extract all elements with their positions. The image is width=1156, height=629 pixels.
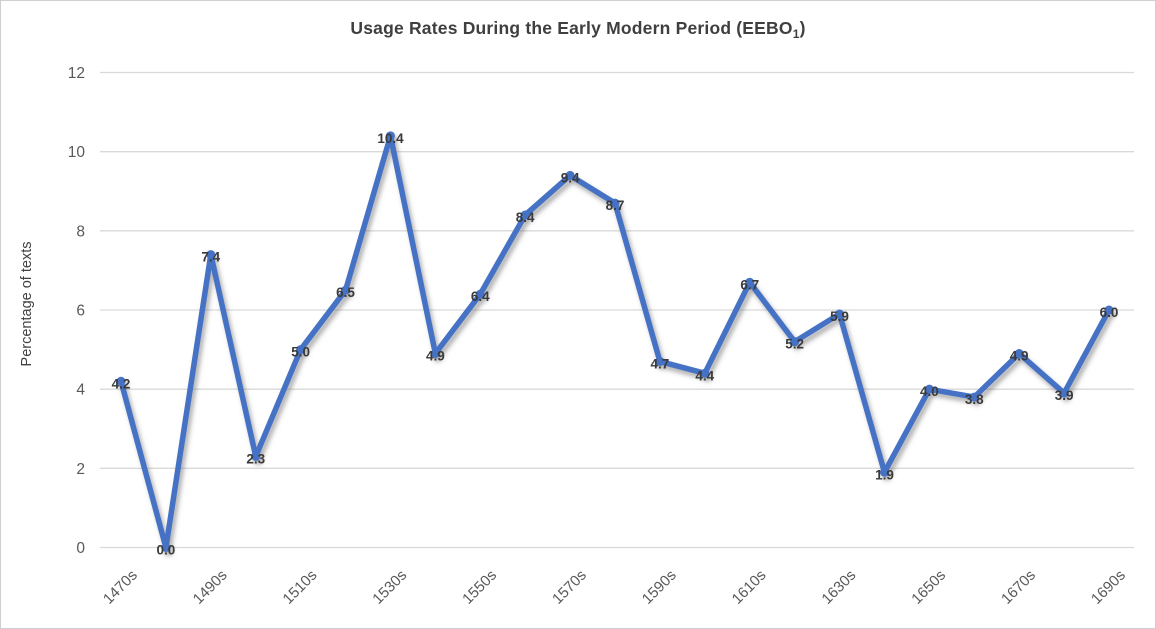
chart-title-close: ) [799, 18, 806, 38]
data-point-label: 4.7 [651, 356, 670, 371]
data-point-marker [251, 451, 261, 461]
data-point-marker [924, 384, 934, 394]
data-point-label: 3.9 [1055, 388, 1074, 403]
data-point-marker [835, 309, 845, 319]
x-tick-label: 1690s [1088, 567, 1129, 608]
y-tick-label: 2 [76, 461, 85, 478]
data-point-marker [116, 376, 126, 386]
data-point-label: 6.4 [471, 289, 490, 304]
x-tick-label: 1650s [908, 567, 949, 608]
data-point-marker [1059, 388, 1069, 398]
data-point-label: 10.4 [377, 131, 404, 146]
x-tick-label: 1590s [639, 567, 680, 608]
x-tick-label: 1490s [190, 567, 231, 608]
data-point-label: 8.7 [606, 198, 625, 213]
data-point-label: 6.5 [336, 285, 355, 300]
data-point-marker [700, 368, 710, 378]
data-point-marker [206, 250, 216, 260]
data-point-label: 4.9 [426, 349, 445, 364]
data-point-marker [1014, 349, 1024, 359]
data-point-label: 3.8 [965, 392, 984, 407]
y-tick-label: 6 [76, 303, 85, 320]
x-tick-label: 1470s [100, 567, 141, 608]
data-point-marker [296, 345, 306, 355]
x-tick-label: 1570s [549, 567, 590, 608]
data-point-marker [790, 337, 800, 347]
data-point-marker [161, 543, 171, 552]
data-point-marker [969, 392, 979, 402]
data-point-label: 9.4 [561, 170, 580, 185]
data-point-marker [430, 349, 440, 359]
x-tick-label: 1610s [729, 567, 770, 608]
y-tick-label: 8 [76, 223, 85, 240]
data-point-label: 4.4 [695, 368, 714, 383]
data-point-label: 7.4 [201, 250, 220, 265]
x-tick-label: 1630s [818, 567, 859, 608]
y-tick-label: 12 [68, 65, 85, 82]
data-point-label: 1.9 [875, 467, 894, 482]
data-point-marker [879, 467, 889, 477]
y-tick-label: 10 [68, 144, 86, 161]
x-tick-label: 1550s [459, 567, 500, 608]
data-point-marker [565, 170, 575, 180]
x-tick-label: 1670s [998, 567, 1039, 608]
data-point-label: 0.0 [157, 543, 176, 558]
data-point-marker [1104, 305, 1114, 315]
data-point-label: 8.4 [516, 210, 535, 225]
chart-title: Usage Rates During the Early Modern Peri… [1, 18, 1155, 41]
data-point-marker [745, 277, 755, 287]
data-point-label: 2.3 [246, 451, 265, 466]
data-point-marker [385, 131, 395, 141]
data-point-label: 4.0 [920, 384, 939, 399]
data-point-label: 5.0 [291, 345, 310, 360]
data-point-marker [655, 356, 665, 366]
y-tick-label: 0 [76, 540, 85, 557]
data-point-label: 5.2 [785, 337, 804, 352]
data-point-marker [520, 210, 530, 220]
data-point-label: 6.0 [1100, 305, 1119, 320]
data-point-marker [610, 198, 620, 208]
y-tick-label: 4 [76, 382, 85, 399]
data-point-label: 4.2 [112, 376, 131, 391]
data-point-label: 5.9 [830, 309, 849, 324]
chart-title-subscript: 1 [792, 27, 800, 41]
chart-title-text: Usage Rates During the Early Modern Peri… [350, 18, 793, 38]
data-point-label: 4.9 [1010, 349, 1029, 364]
series-group [116, 131, 1114, 552]
data-point-marker [341, 285, 351, 295]
data-point-label: 6.7 [740, 277, 759, 292]
data-point-marker [475, 289, 485, 299]
x-tick-label: 1510s [280, 567, 321, 608]
x-tick-label: 1530s [369, 567, 410, 608]
